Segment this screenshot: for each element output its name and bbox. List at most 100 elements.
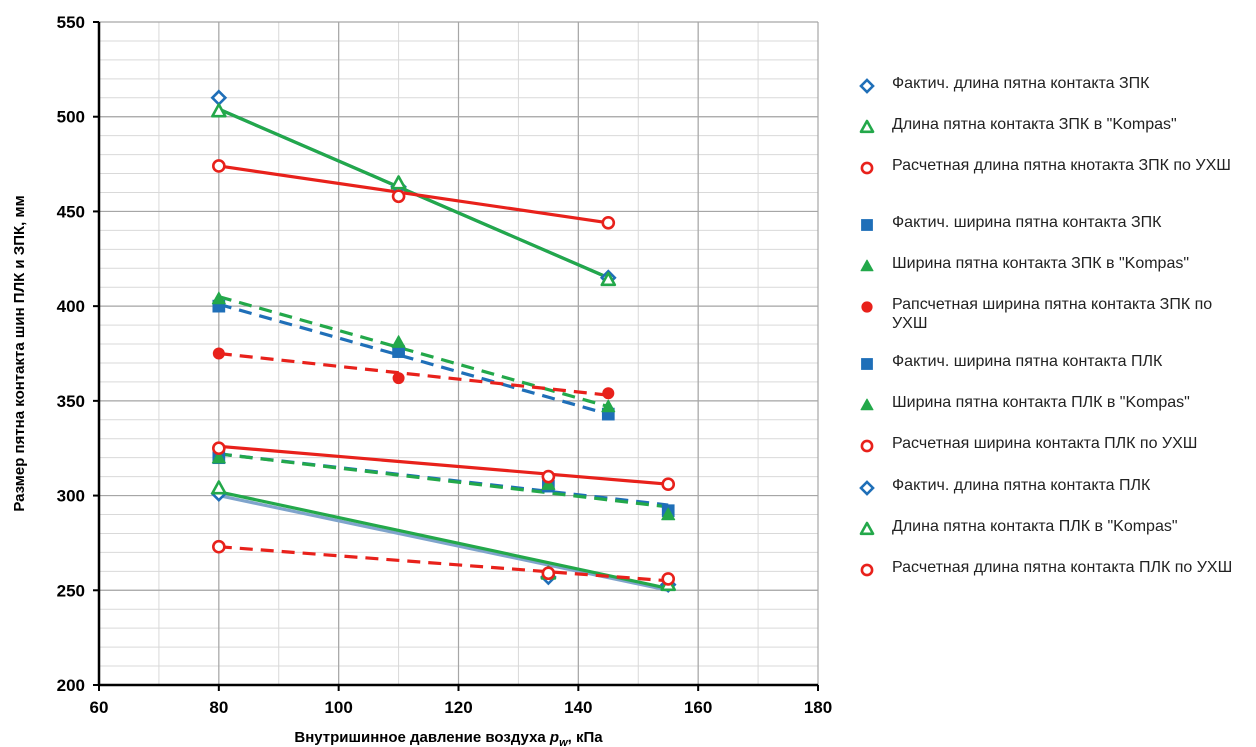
- x-tick-label: 120: [444, 698, 472, 717]
- data-point: [541, 469, 556, 484]
- legend-item: Фактич. длина пятна контакта ЗПК: [856, 74, 1248, 97]
- y-tick-label: 300: [57, 487, 85, 506]
- legend-label: Ширина пятна контакта ПЛК в "Kompas": [892, 394, 1190, 411]
- legend-label: Фактич. длина пятна контакта ЗПК: [892, 75, 1150, 92]
- series-12: [212, 539, 676, 586]
- trend-line-10: [218, 494, 669, 592]
- legend-marker: [860, 161, 874, 175]
- trend-line-3: [218, 164, 609, 225]
- legend-symbol: [860, 439, 874, 453]
- data-point: [212, 539, 226, 554]
- legend-symbol: [859, 78, 875, 94]
- legend-symbol: [859, 480, 875, 496]
- x-tick-label: 140: [564, 698, 592, 717]
- legend-item: Ширина пятна контакта ПЛК в "Kompas": [856, 393, 1248, 416]
- trend-line-6: [218, 351, 609, 397]
- data-point: [661, 572, 676, 586]
- data-point: [541, 566, 556, 581]
- x-tick-label: 60: [90, 698, 109, 717]
- trend-line-11: [218, 490, 669, 590]
- data-point: [601, 399, 616, 413]
- legend-item: Расчетная длина пятна контакта ПЛК по УХ…: [856, 558, 1248, 581]
- legend-label: Расчетная длина пятна кнотакта ЗПК по УХ…: [892, 157, 1231, 174]
- legend-label: Фактич. ширина пятна контакта ПЛК: [892, 353, 1163, 370]
- data-point: [211, 450, 226, 464]
- data-point: [391, 335, 406, 348]
- legend-marker: [861, 219, 873, 231]
- y-tick-label: 200: [57, 676, 85, 695]
- legend-symbol: [860, 563, 874, 577]
- data-point: [661, 507, 676, 521]
- legend-marker: [861, 301, 873, 313]
- data-point: [661, 477, 676, 492]
- legend-symbol: [861, 219, 873, 231]
- trend-line-8: [218, 452, 669, 509]
- legend-item: Длина пятна контакта ЗПК в "Kompas": [856, 115, 1248, 138]
- series-8: [211, 450, 676, 521]
- legend-item: Расчетная ширина контакта ПЛК по УХШ: [856, 434, 1248, 457]
- legend-symbol: [861, 358, 873, 370]
- data-point: [602, 387, 615, 400]
- legend-marker: [859, 78, 875, 94]
- data-point: [600, 271, 617, 287]
- data-point: [211, 103, 227, 118]
- series-2: [211, 103, 617, 287]
- series-6: [212, 347, 615, 400]
- legend-label: Расчетная длина пятна контакта ПЛК по УХ…: [892, 559, 1233, 576]
- legend-item: Длина пятна контакта ПЛК в "Kompas": [856, 517, 1248, 540]
- y-tick-label: 400: [57, 297, 85, 316]
- x-axis-title-main: Внутришинное давление воздуха: [294, 729, 550, 746]
- legend-label: Расчетная ширина контакта ПЛК по УХШ: [892, 435, 1198, 452]
- series-5: [211, 291, 616, 413]
- y-axis-title: Размер пятна контакта шин ПЛК и ЗПК, мм: [11, 195, 28, 511]
- legend-label: Длина пятна контакта ПЛК в "Kompas": [892, 518, 1178, 535]
- x-axis-title-symbol: p: [549, 729, 559, 746]
- legend-symbol: [859, 119, 875, 134]
- y-tick-label: 250: [57, 581, 85, 600]
- legend-marker: [859, 480, 875, 496]
- x-tick-label: 80: [209, 698, 228, 717]
- data-point: [212, 347, 225, 360]
- legend-label: Рапсчетная ширина пятна контакта ЗПК по …: [892, 296, 1213, 332]
- legend-item: Фактич. ширина пятна контакта ПЛК: [856, 352, 1248, 375]
- data-point: [211, 480, 227, 495]
- data-point: [601, 215, 616, 230]
- legend-symbol: [859, 521, 875, 536]
- y-tick-label: 350: [57, 392, 85, 411]
- x-axis-title-subscript: w: [559, 737, 569, 747]
- x-tick-label: 180: [804, 698, 832, 717]
- x-axis-title-unit: , кПа: [568, 729, 604, 746]
- legend-marker: [860, 563, 874, 577]
- legend-symbol: [861, 301, 873, 313]
- series-9: [212, 441, 676, 492]
- legend-item: Расчетная длина пятна кнотакта ЗПК по УХ…: [856, 156, 1248, 179]
- legend-marker: [859, 521, 875, 536]
- legend-item: Фактич. ширина пятна контакта ЗПК: [856, 213, 1248, 236]
- legend-item: Рапсчетная ширина пятна контакта ЗПК по …: [856, 295, 1248, 333]
- data-point: [211, 291, 226, 305]
- legend-item: Фактич. длина пятна контакта ПЛК: [856, 476, 1248, 499]
- data-point: [212, 441, 226, 456]
- legend-symbol: [860, 398, 874, 411]
- series-3: [212, 159, 616, 230]
- legend-marker: [860, 259, 874, 272]
- legend-label: Ширина пятна контакта ЗПК в "Kompas": [892, 255, 1190, 272]
- x-axis-title: Внутришинное давление воздуха pw, кПа: [294, 729, 603, 747]
- legend-symbol: [860, 259, 874, 272]
- x-tick-label: 160: [684, 698, 712, 717]
- legend-item: Ширина пятна контакта ЗПК в "Kompas": [856, 254, 1248, 277]
- y-tick-label: 500: [57, 108, 85, 127]
- trend-line-12: [218, 545, 669, 583]
- data-point: [392, 372, 405, 385]
- legend-label: Фактич. ширина пятна контакта ЗПК: [892, 214, 1162, 231]
- legend-label: Длина пятна контакта ЗПК в "Kompas": [892, 116, 1177, 133]
- trend-lines: [218, 107, 669, 592]
- x-tick-label: 100: [324, 698, 352, 717]
- trend-line-9: [218, 444, 669, 486]
- legend-marker: [860, 398, 874, 411]
- data-point: [212, 159, 226, 173]
- data-point: [390, 175, 407, 190]
- trend-line-4: [218, 302, 609, 416]
- data-point: [541, 477, 556, 490]
- legend-marker: [860, 439, 874, 453]
